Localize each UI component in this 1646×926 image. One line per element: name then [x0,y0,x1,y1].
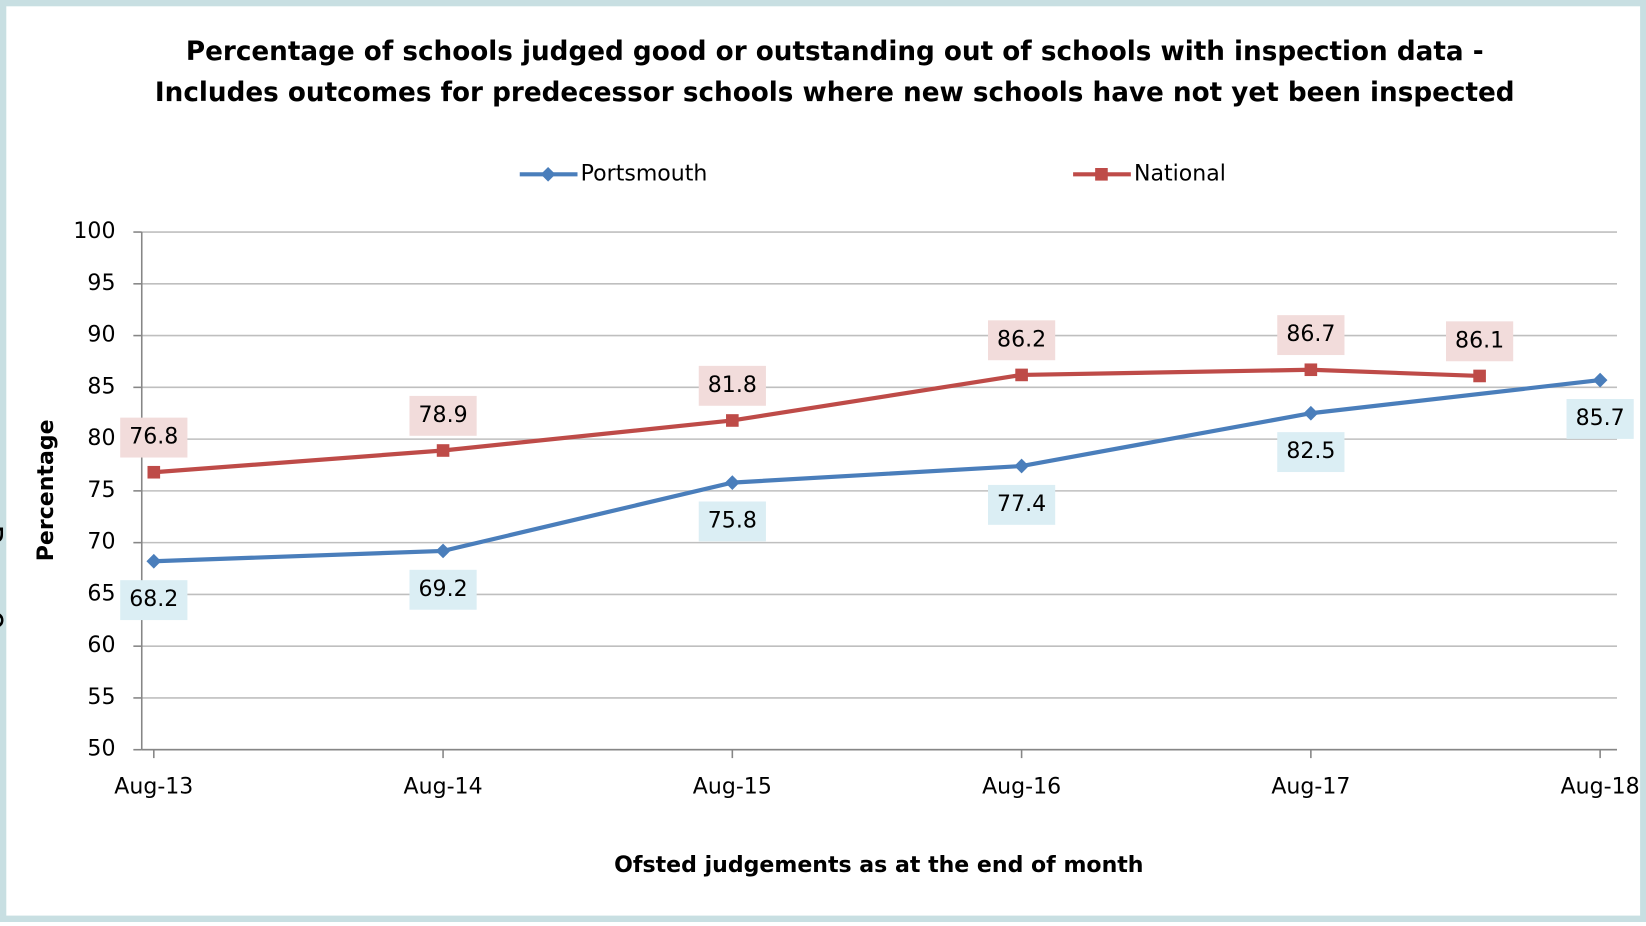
data-label: 76.8 [129,425,178,450]
data-point [1592,372,1608,388]
legend-marker [540,166,556,182]
series-line [153,378,1601,564]
data-label: 68.2 [129,587,178,612]
series-line [153,367,1480,475]
y-tick-label: 70 [87,530,115,555]
y-tick-label: 55 [87,685,115,710]
data-label-box [1445,321,1514,362]
data-label-box [987,484,1056,525]
data-label: 75.8 [708,508,757,533]
page-label: Page 9 [0,524,8,630]
y-tick-label: 60 [87,633,115,658]
x-tick-label: Aug-15 [693,774,772,799]
data-point [724,475,740,490]
y-tick-label: 50 [87,737,115,762]
data-point [1015,368,1028,382]
x-tick-label: Aug-16 [982,774,1061,799]
x-tick-label: Aug-17 [1271,774,1350,799]
data-point [435,543,451,559]
x-tick-label: Aug-18 [1561,774,1640,799]
data-label: 82.5 [1286,439,1335,464]
legend-marker [1095,168,1108,181]
data-label: 86.1 [1455,328,1504,353]
data-point [436,444,450,457]
data-point [1303,405,1319,421]
x-tick-label: Aug-13 [114,774,193,799]
data-label-box [698,501,766,542]
y-axis-title: Percentage [34,419,59,561]
y-tick-label: 75 [87,478,115,503]
data-label-box [698,365,766,406]
y-tick-label: 95 [87,271,115,296]
data-label: 81.8 [708,373,757,398]
data-point [146,553,162,569]
data-label: 86.7 [1286,322,1335,347]
data-label-box [120,580,188,621]
data-label-box [987,320,1056,361]
x-axis-title: Ofsted judgements as at the end of month [614,853,1143,878]
y-tick-label: 90 [87,323,115,348]
data-label-box [1277,432,1345,473]
data-label: 77.4 [997,492,1046,517]
data-label-box [409,395,477,436]
y-tick-label: 85 [87,374,115,399]
data-point [1014,458,1029,474]
legend-label: Portsmouth [581,161,708,186]
data-label: 78.9 [419,403,468,428]
data-label-box [409,569,477,610]
data-point [1473,369,1486,383]
chart-title: Percentage of schools judged good or out… [186,37,1484,67]
data-point [147,465,161,479]
chart-title: Includes outcomes for predecessor school… [155,78,1515,108]
data-label: 86.2 [997,327,1046,352]
legend-label: National [1134,161,1226,186]
y-tick-label: 65 [87,581,115,606]
data-label: 69.2 [419,577,468,602]
data-label-box [120,417,188,458]
y-tick-label: 80 [87,426,115,451]
data-label-box [1566,398,1634,439]
y-tick-label: 100 [73,219,115,244]
x-tick-label: Aug-14 [404,774,483,799]
data-point [726,414,739,427]
data-label: 85.7 [1576,406,1625,431]
data-label-box [1277,315,1345,356]
data-point [1304,363,1318,377]
